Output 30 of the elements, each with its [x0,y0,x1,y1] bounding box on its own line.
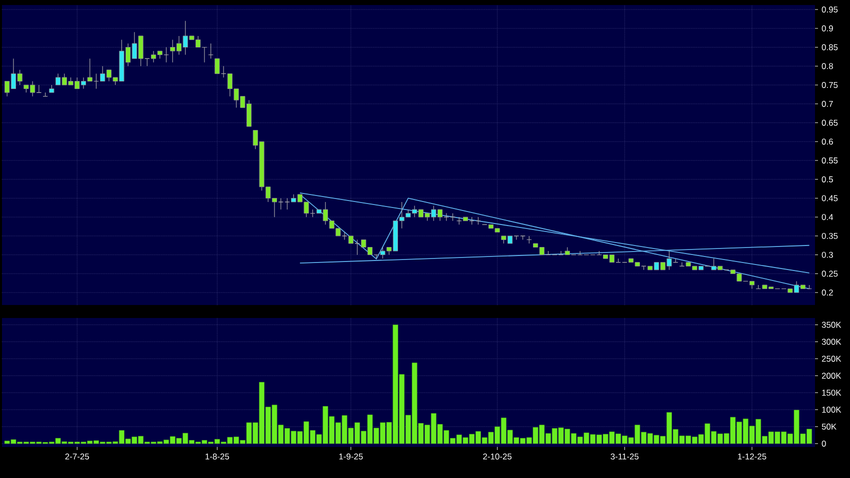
y-tick-label: 0.9 [822,25,833,32]
y-tick-label: 150K [822,390,842,396]
y-tick-label: 100K [822,406,842,413]
y-tick-label: 0.3 [822,252,833,258]
y-tick-label: 0.75 [822,82,838,88]
y-tick-label: 0.8 [822,63,833,70]
y-tick-label: 50K [822,424,836,430]
y-tick-label: 0.6 [822,138,833,145]
y-tick-label: 300K [822,338,842,345]
y-tick-label: 0.65 [822,120,838,126]
x-tick-label: 2-7-25 [65,454,90,460]
x-tick-label: 2-10-25 [483,454,512,460]
x-tick-label: 3-11-25 [610,454,639,460]
y-tick-label: 200K [822,372,842,379]
y-tick-label: 0.85 [822,44,838,50]
y-tick-label: 250K [822,356,842,362]
y-tick-label: 0.95 [822,6,838,13]
x-tick-label: 1-9-25 [339,454,363,460]
y-tick-label: 0.4 [822,214,834,220]
y-tick-label: 0.35 [822,232,838,239]
y-tick-label: 0.5 [822,176,833,182]
y-tick-label: 0.2 [822,290,833,296]
y-tick-label: 0.7 [822,100,833,107]
x-tick-label: 1-8-25 [206,454,230,460]
y-tick-label: 0.45 [822,195,838,202]
y-tick-label: 0 [822,440,826,447]
y-tick-label: 0.25 [822,270,838,277]
y-tick-label: 0.55 [822,157,838,164]
y-tick-label: 350K [822,322,842,328]
x-tick-label: 1-12-25 [738,454,766,460]
